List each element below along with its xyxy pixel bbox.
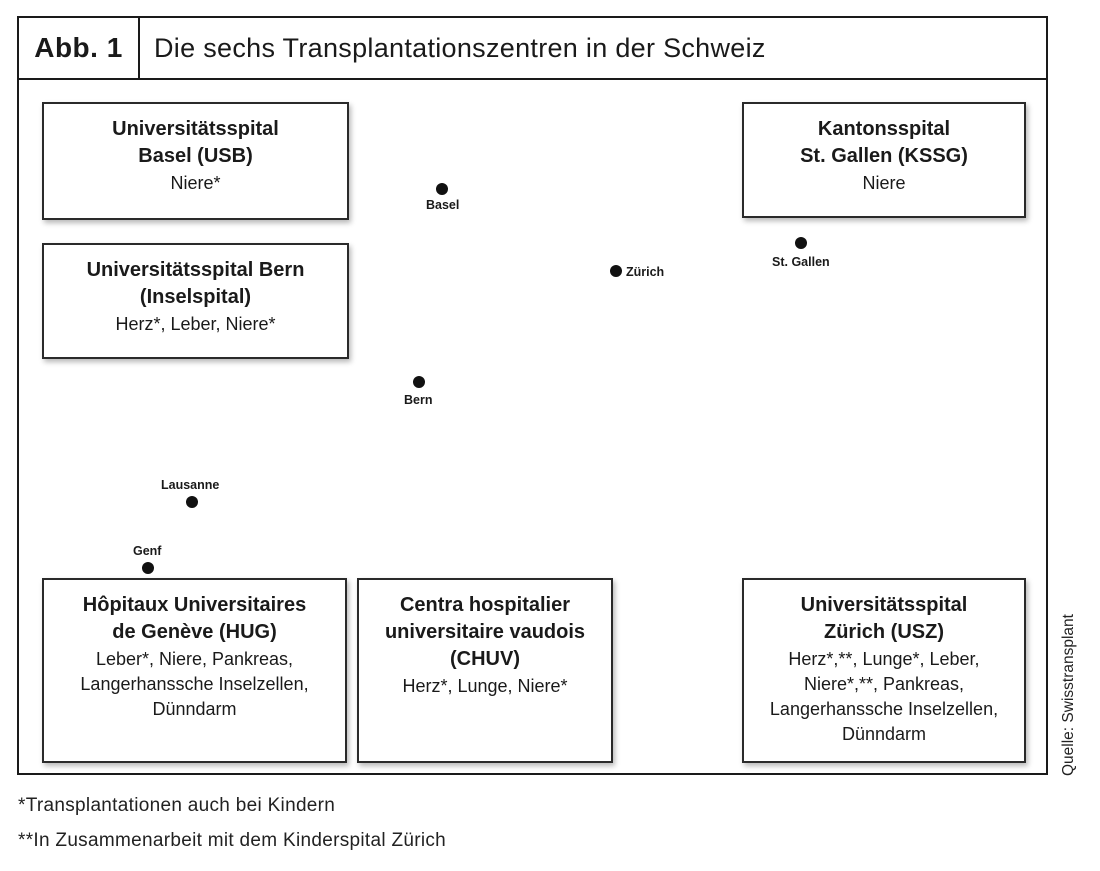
city-dot-genf <box>142 562 154 574</box>
footnote-kispi: **In Zusammenarbeit mit dem Kinderspital… <box>18 830 447 851</box>
city-dot-lausanne <box>186 496 198 508</box>
center-box-bern: Universitätsspital Bern (Inselspital) He… <box>42 243 349 359</box>
center-box-basel: Universitätsspital Basel (USB) Niere* <box>42 102 349 220</box>
center-name-bern: Universitätsspital Bern (Inselspital) <box>86 259 305 308</box>
center-box-vaud: Centra hospitalier universitaire vaudois… <box>357 578 613 763</box>
city-dot-stgallen <box>795 237 807 249</box>
figure-title: Die sechs Transplantationszentren in der… <box>154 32 766 63</box>
city-label-bern: Bern <box>404 393 433 407</box>
center-organs-stgallen: Niere <box>862 173 906 193</box>
source-credit: Quelle: Swisstransplant <box>1060 614 1077 776</box>
city-label-basel: Basel <box>426 198 460 212</box>
center-name-basel: Universitätsspital Basel (USB) <box>112 118 279 167</box>
center-organs-geneve: Leber*, Niere, Pankreas, Langerhanssche … <box>80 649 309 719</box>
city-label-lausanne: Lausanne <box>161 478 220 492</box>
center-name-geneve: Hôpitaux Universitaires de Genève (HUG) <box>82 594 307 643</box>
city-dot-basel <box>436 183 448 195</box>
title-bar: Abb. 1 Die sechs Transplantationszentren… <box>19 18 1046 80</box>
center-organs-bern: Herz*, Leber, Niere* <box>115 314 276 334</box>
footnote-children: *Transplantationen auch bei Kindern <box>18 795 336 816</box>
city-label-zurich: Zürich <box>626 265 665 279</box>
city-dot-bern <box>413 376 425 388</box>
center-organs-vaud: Herz*, Lunge, Niere* <box>402 676 568 696</box>
center-name-stgallen: Kantonsspital St. Gallen (KSSG) <box>800 118 968 167</box>
city-dot-zurich <box>610 265 622 277</box>
center-box-geneve: Hôpitaux Universitaires de Genève (HUG) … <box>42 578 347 763</box>
center-box-stgallen: Kantonsspital St. Gallen (KSSG) Niere <box>742 102 1026 218</box>
center-name-vaud: Centra hospitalier universitaire vaudois… <box>384 594 586 670</box>
center-name-zurich: Universitätsspital Zürich (USZ) <box>800 594 968 643</box>
center-box-zurich: Universitätsspital Zürich (USZ) Herz*,**… <box>742 578 1026 763</box>
city-label-stgallen: St. Gallen <box>772 255 830 269</box>
center-organs-zurich: Herz*,**, Lunge*, Leber, Niere*,**, Pank… <box>769 649 999 744</box>
figure-label: Abb. 1 <box>19 18 140 78</box>
city-label-genf: Genf <box>133 544 162 558</box>
center-organs-basel: Niere* <box>170 173 221 193</box>
